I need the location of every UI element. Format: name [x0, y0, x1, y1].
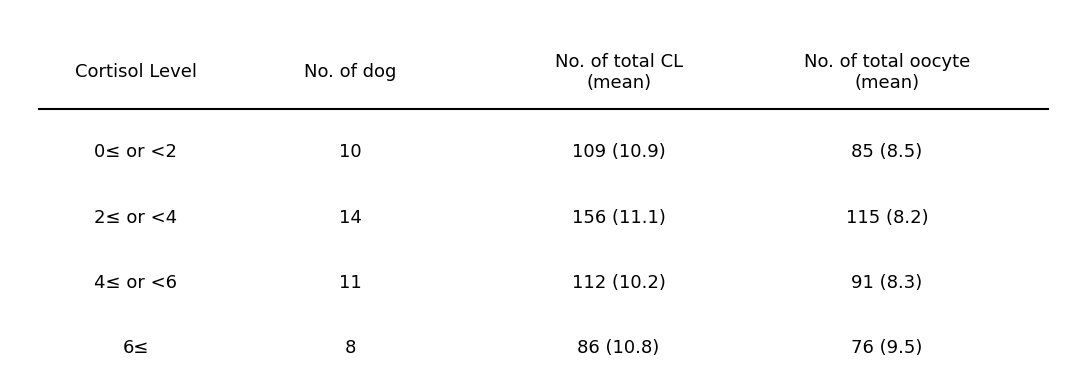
Text: 115 (8.2): 115 (8.2) [846, 208, 928, 227]
Text: 112 (10.2): 112 (10.2) [572, 274, 665, 292]
Text: 91 (8.3): 91 (8.3) [851, 274, 923, 292]
Text: 14: 14 [339, 208, 362, 227]
Text: 10: 10 [339, 143, 362, 161]
Text: 86 (10.8): 86 (10.8) [577, 339, 660, 357]
Text: 0≤ or <2: 0≤ or <2 [95, 143, 177, 161]
Text: No. of total oocyte
(mean): No. of total oocyte (mean) [803, 53, 970, 92]
Text: 11: 11 [339, 274, 362, 292]
Text: 109 (10.9): 109 (10.9) [572, 143, 665, 161]
Text: 6≤: 6≤ [123, 339, 149, 357]
Text: No. of dog: No. of dog [304, 63, 397, 81]
Text: 156 (11.1): 156 (11.1) [572, 208, 665, 227]
Text: Cortisol Level: Cortisol Level [75, 63, 197, 81]
Text: No. of total CL
(mean): No. of total CL (mean) [554, 53, 683, 92]
Text: 2≤ or <4: 2≤ or <4 [95, 208, 177, 227]
Text: 85 (8.5): 85 (8.5) [851, 143, 923, 161]
Text: 8: 8 [345, 339, 357, 357]
Text: 4≤ or <6: 4≤ or <6 [95, 274, 177, 292]
Text: 76 (9.5): 76 (9.5) [851, 339, 923, 357]
